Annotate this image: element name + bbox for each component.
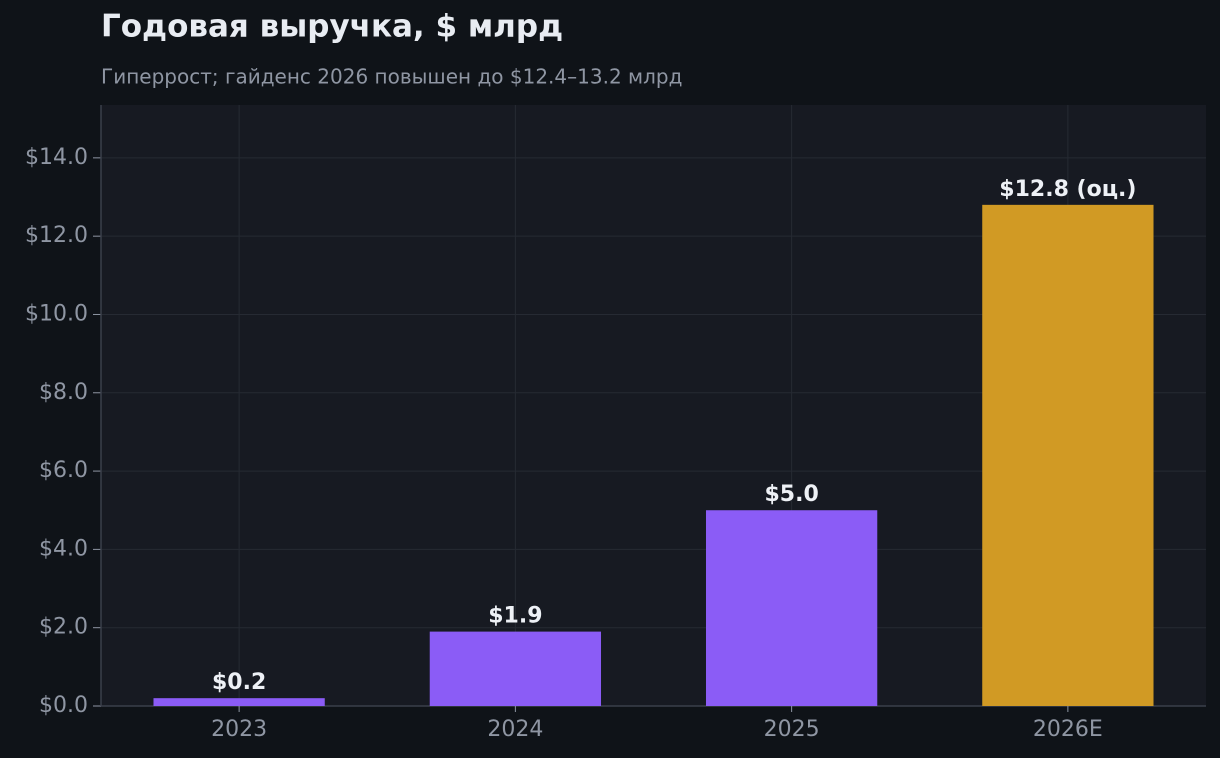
chart-subtitle: Гиперрост; гайденс 2026 повышен до $12.4… <box>101 65 682 89</box>
value-label: $12.8 (оц.) <box>999 177 1136 202</box>
x-tick-label: 2025 <box>764 717 820 742</box>
bar <box>982 204 1154 706</box>
y-tick-label: $8.0 <box>39 380 88 405</box>
y-tick-label: $2.0 <box>39 615 88 640</box>
y-tick-label: $0.0 <box>39 693 88 718</box>
x-tick-label: 2026E <box>1033 717 1103 742</box>
y-tick-label: $10.0 <box>25 301 88 326</box>
y-tick-label: $12.0 <box>25 223 88 248</box>
y-tick-label: $14.0 <box>25 145 88 170</box>
chart-title: Годовая выручка, $ млрд <box>101 9 563 45</box>
value-label: $1.9 <box>488 604 542 629</box>
bar <box>705 510 878 706</box>
x-tick-label: 2023 <box>211 717 267 742</box>
y-tick-label: $4.0 <box>39 536 88 561</box>
x-tick-label: 2024 <box>487 717 543 742</box>
value-label: $5.0 <box>764 482 818 507</box>
bar <box>429 631 602 706</box>
y-tick-label: $6.0 <box>39 458 88 483</box>
value-label: $0.2 <box>212 670 266 695</box>
bar <box>153 698 325 706</box>
